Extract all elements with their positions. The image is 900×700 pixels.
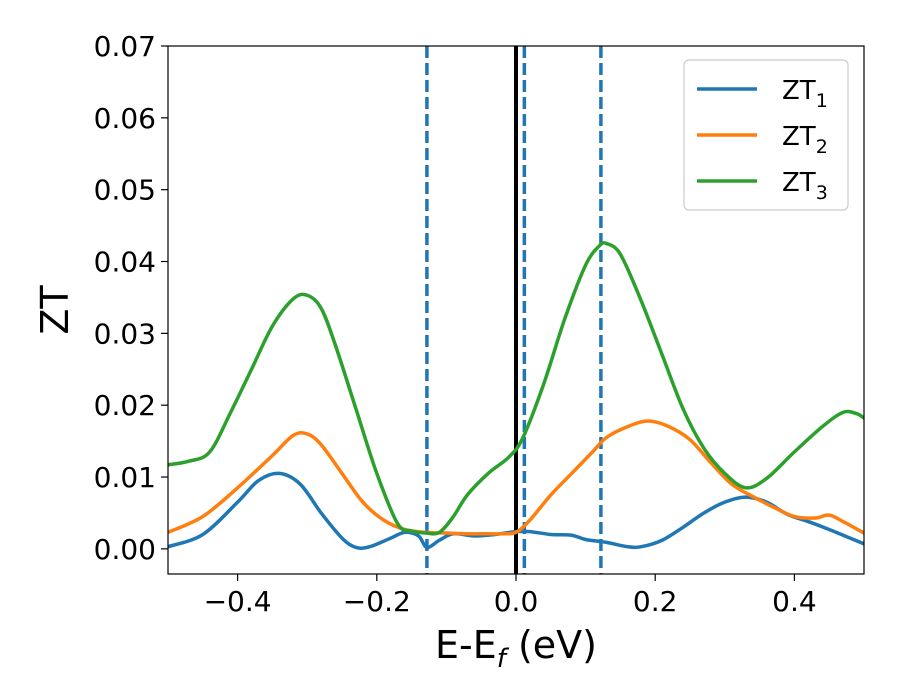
y-tick-label: 0.04 xyxy=(94,246,156,279)
x-axis-title-suffix: (eV) xyxy=(506,623,597,667)
y-tick-label: 0.06 xyxy=(94,102,156,135)
x-tick-label: −0.2 xyxy=(343,585,411,618)
legend-box xyxy=(683,59,849,211)
series-line-zt3 xyxy=(168,240,864,536)
y-tick-label: 0.03 xyxy=(94,317,156,350)
reference-lines xyxy=(425,46,603,574)
x-tick-label: −0.4 xyxy=(204,585,272,618)
y-tick-label: 0.05 xyxy=(94,174,156,207)
y-tick-label: 0.02 xyxy=(94,389,156,422)
y-tick-label: 0.00 xyxy=(94,533,156,566)
series-line-zt2 xyxy=(168,419,864,536)
x-axis-title: E-Ef (eV) xyxy=(435,623,597,674)
legend-label-zt1: ZT1 xyxy=(782,76,828,112)
y-axis-ticks: 0.00 0.01 0.02 0.03 0.04 0.05 0.06 0.07 xyxy=(94,30,168,566)
legend-label-zt2: ZT2 xyxy=(782,122,828,158)
legend: ZT1 ZT2 ZT3 xyxy=(683,59,849,211)
series-group xyxy=(168,240,864,550)
x-tick-label: 0.4 xyxy=(772,585,817,618)
x-tick-label: 0.0 xyxy=(494,585,539,618)
legend-label-zt3: ZT3 xyxy=(782,168,828,204)
x-axis-title-main: E-E xyxy=(435,623,497,667)
y-tick-label: 0.07 xyxy=(94,30,156,63)
x-axis-ticks: −0.4 −0.2 0.0 0.2 0.4 xyxy=(204,574,817,618)
x-tick-label: 0.2 xyxy=(633,585,678,618)
y-tick-label: 0.01 xyxy=(94,461,156,494)
y-axis-title: ZT xyxy=(33,285,77,335)
